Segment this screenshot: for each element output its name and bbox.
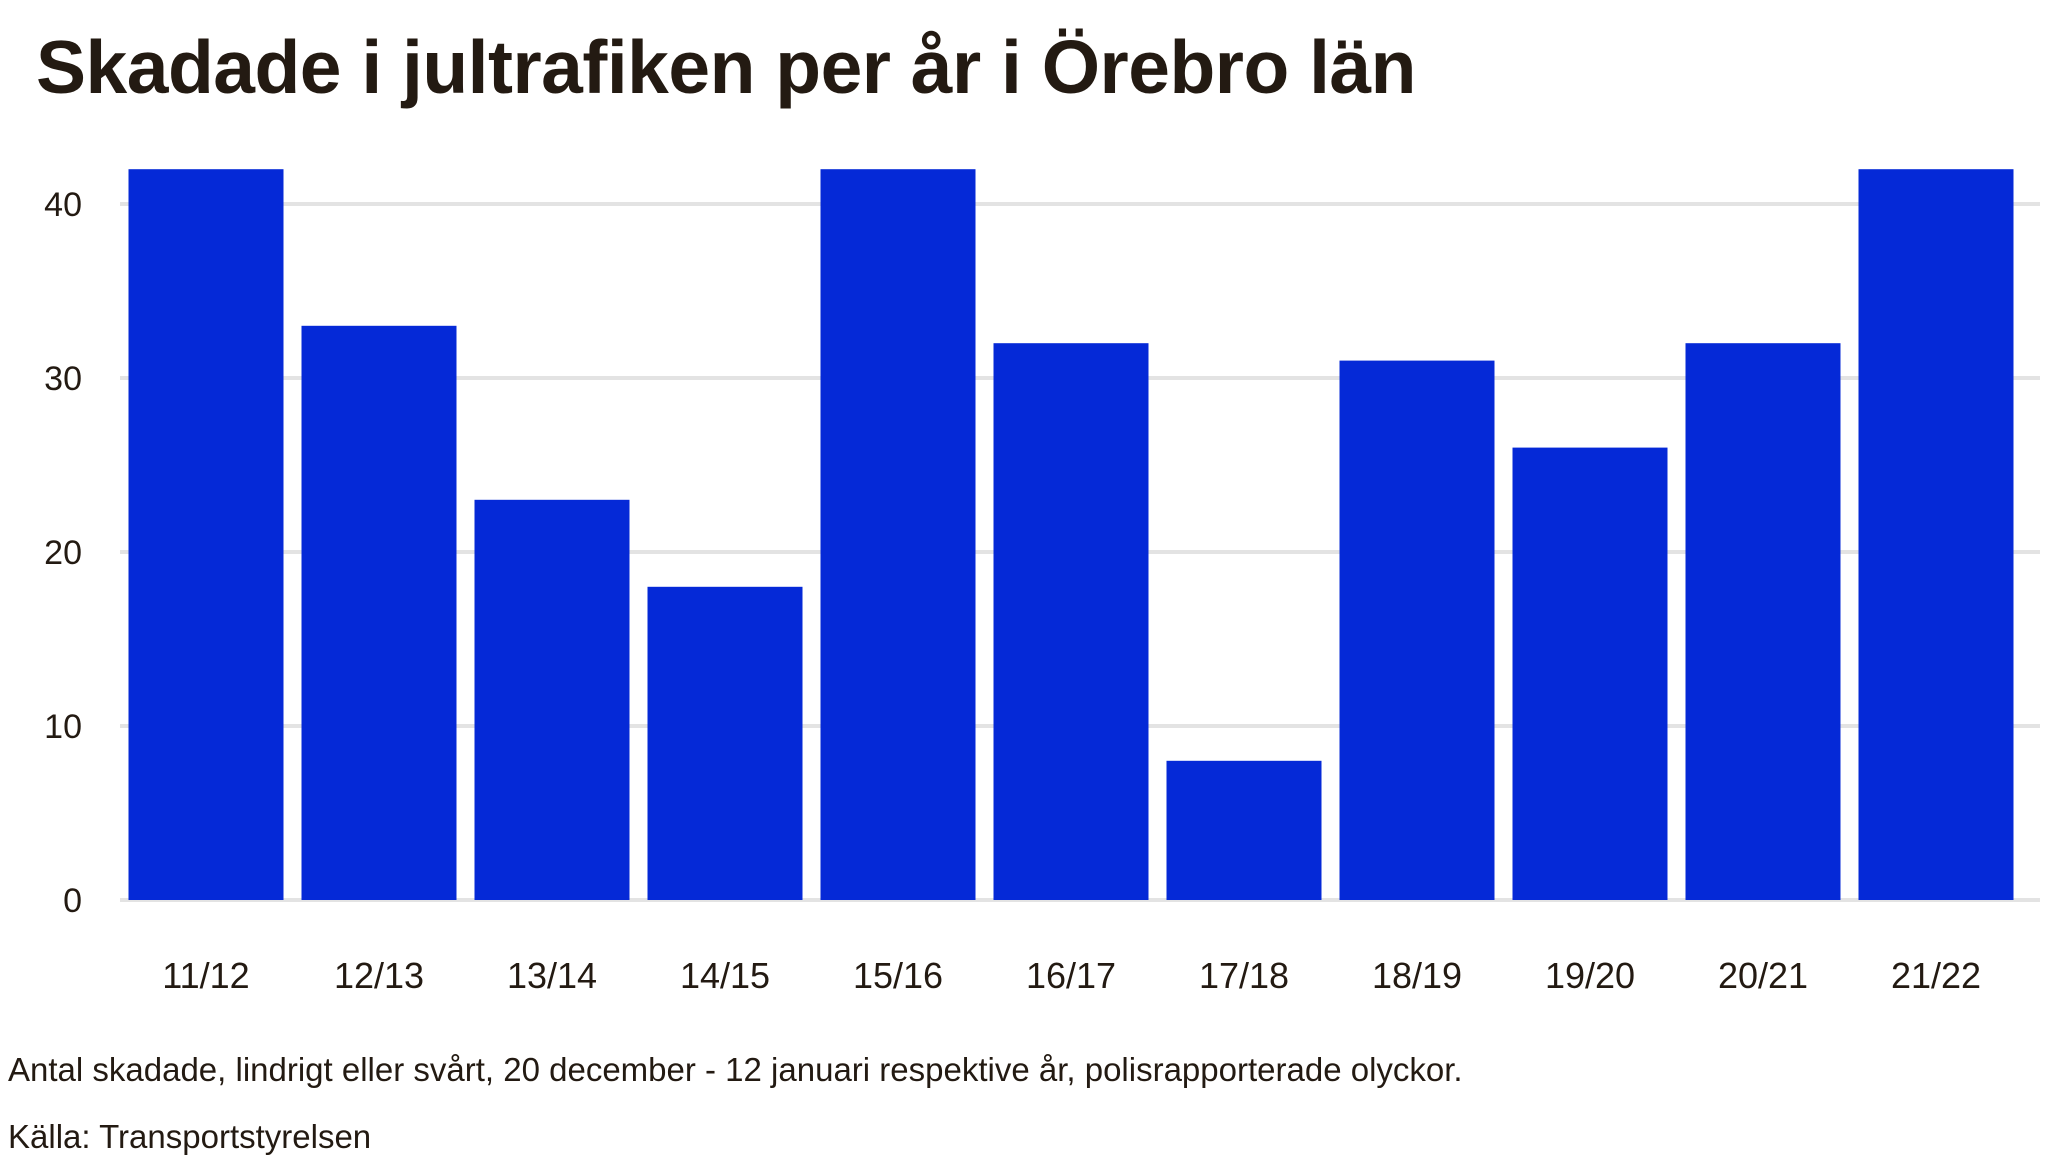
- x-tick-label-13-14: 13/14: [507, 955, 597, 996]
- bar-11-12: [128, 169, 284, 900]
- bar-18-19: [1339, 360, 1495, 901]
- x-tick-label-19-20: 19/20: [1545, 955, 1635, 996]
- bar-20-21: [1685, 343, 1841, 900]
- x-tick-label-17-18: 17/18: [1199, 955, 1289, 996]
- x-tick-label-20-21: 20/21: [1718, 955, 1808, 996]
- x-tick-label-12-13: 12/13: [334, 955, 424, 996]
- x-tick-label-18-19: 18/19: [1372, 955, 1462, 996]
- bar-16-17: [993, 343, 1149, 900]
- x-tick-label-11-12: 11/12: [162, 955, 249, 996]
- x-axis-tick-labels: 11/12 12/13 13/14 14/15 15/16 16/17 17/18 18/19…: [162, 955, 1981, 996]
- bars: [128, 169, 2014, 901]
- bar-13-14: [474, 499, 630, 900]
- bar-17-18: [1166, 760, 1322, 900]
- bar-14-15: [647, 586, 803, 900]
- bar-21-22: [1858, 169, 2014, 900]
- y-tick-label-20: 20: [44, 534, 82, 572]
- x-tick-label-15-16: 15/16: [853, 955, 943, 996]
- y-tick-label-40: 40: [44, 186, 82, 224]
- y-axis-tick-labels: 0 10 20 30 40: [44, 186, 82, 920]
- y-tick-label-10: 10: [44, 708, 82, 746]
- bar-19-20: [1512, 447, 1668, 900]
- x-tick-label-14-15: 14/15: [680, 955, 770, 996]
- chart-title: Skadade i jultrafiken per år i Örebro lä…: [36, 25, 1416, 109]
- x-tick-label-16-17: 16/17: [1026, 955, 1116, 996]
- bar-15-16: [820, 169, 976, 900]
- x-tick-label-21-22: 21/22: [1891, 955, 1981, 996]
- chart-source: Källa: Transportstyrelsen: [8, 1118, 372, 1155]
- chart-note: Antal skadade, lindrigt eller svårt, 20 …: [8, 1051, 1463, 1088]
- y-tick-label-30: 30: [44, 360, 82, 398]
- y-tick-label-0: 0: [63, 882, 82, 920]
- bar-12-13: [301, 325, 457, 900]
